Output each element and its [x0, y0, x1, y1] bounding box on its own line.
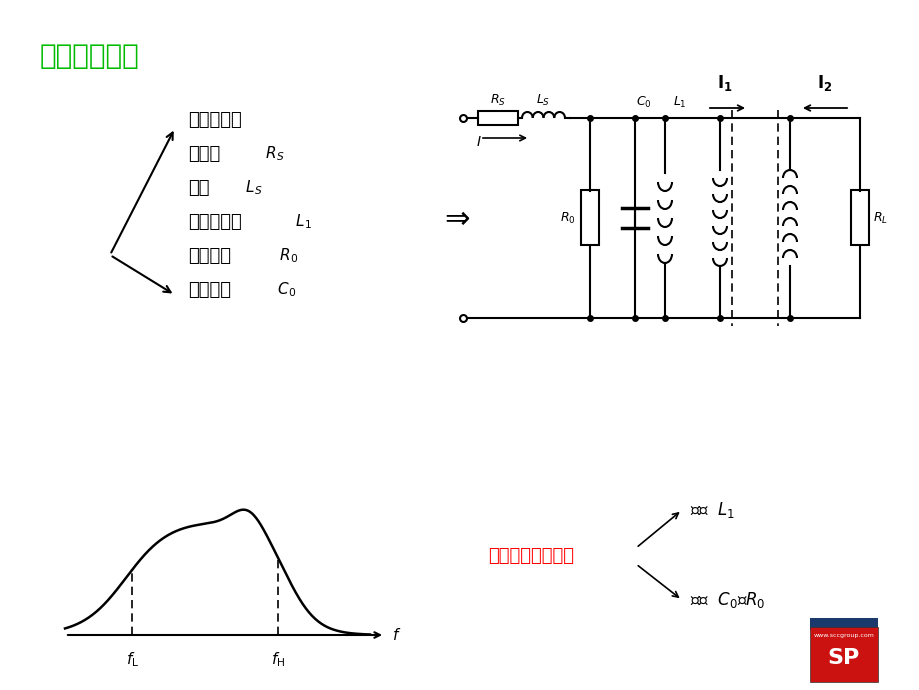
Text: $f_\mathrm{L}$: $f_\mathrm{L}$: [125, 650, 139, 669]
Text: $R_0$: $R_0$: [269, 246, 298, 266]
Bar: [581, 190, 598, 246]
Text: $C_0$: $C_0$: [267, 281, 296, 299]
Text: 漏感: 漏感: [187, 179, 210, 197]
Text: $L_S$: $L_S$: [236, 179, 262, 197]
Bar: [809, 618, 877, 630]
Text: $R_S$: $R_S$: [490, 93, 505, 108]
Text: $L_S$: $L_S$: [536, 93, 550, 108]
Text: 高端  $C_0$、$R_0$: 高端 $C_0$、$R_0$: [689, 590, 765, 610]
Bar: [478, 111, 517, 125]
Text: SP: SP: [827, 648, 859, 668]
Text: 磁芯损耗: 磁芯损耗: [187, 247, 231, 265]
Bar: [809, 627, 877, 682]
Text: 影响频带主要因素: 影响频带主要因素: [487, 547, 573, 565]
Text: $\Rightarrow$: $\Rightarrow$: [438, 204, 471, 233]
Text: $f$: $f$: [391, 627, 401, 643]
Text: $L_1$: $L_1$: [673, 95, 686, 110]
Text: $L_1$: $L_1$: [286, 213, 312, 231]
Text: $\mathbf{I_1}$: $\mathbf{I_1}$: [717, 73, 732, 93]
Text: 实际变压器：: 实际变压器：: [40, 42, 140, 70]
Bar: [850, 190, 868, 246]
Text: 理想变压器: 理想变压器: [187, 111, 242, 129]
Text: $C_0$: $C_0$: [635, 95, 651, 110]
Text: 分布电容: 分布电容: [187, 281, 231, 299]
Text: www.sccgroup.com: www.sccgroup.com: [812, 633, 873, 638]
Text: $R_S$: $R_S$: [255, 145, 284, 164]
Text: 热损耗: 热损耗: [187, 145, 220, 163]
Text: $R_L$: $R_L$: [872, 210, 887, 226]
Text: $f_\mathrm{H}$: $f_\mathrm{H}$: [271, 650, 285, 669]
Text: 初级电感量: 初级电感量: [187, 213, 242, 231]
Text: 低端  $L_1$: 低端 $L_1$: [689, 500, 734, 520]
Text: $\mathbf{I_2}$: $\mathbf{I_2}$: [816, 73, 832, 93]
Text: $I$: $I$: [475, 135, 482, 149]
Text: $R_0$: $R_0$: [560, 210, 575, 226]
